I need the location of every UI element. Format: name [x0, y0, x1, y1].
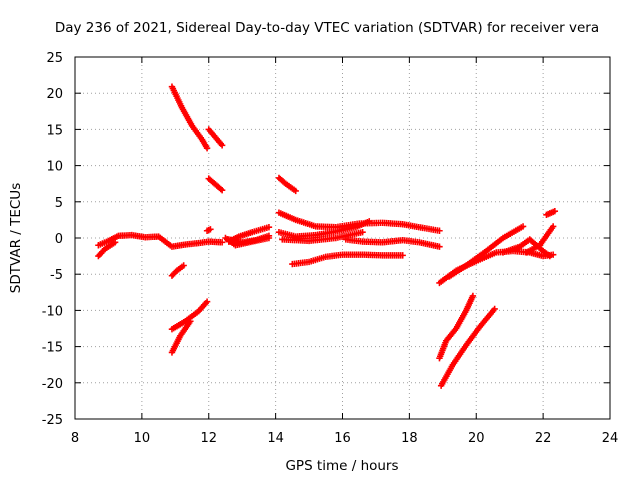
y-axis-label: SDTVAR / TECUs: [8, 183, 24, 293]
data-point: [519, 223, 527, 230]
y-tick-label: 25: [46, 51, 63, 66]
y-axis-ticks: 25 20 15 10 5 0 -5 -10 -15 -20 -25: [42, 51, 610, 428]
data-series: [168, 83, 211, 152]
data-series: [168, 298, 211, 333]
data-series: [168, 318, 194, 356]
x-tick-label: 24: [602, 431, 619, 446]
x-axis-ticks: 8 10 12 14 16 18 20 22 24: [71, 57, 618, 446]
x-tick-label: 14: [267, 431, 284, 446]
y-tick-label: -10: [42, 304, 63, 319]
y-tick-label: -25: [42, 413, 63, 428]
data-point: [218, 142, 226, 149]
data-point: [359, 229, 366, 236]
x-tick-label: 20: [468, 431, 485, 446]
data-series: [543, 208, 559, 219]
y-tick-label: -5: [50, 268, 63, 283]
data-series: [289, 251, 406, 268]
y-tick-label: -20: [42, 377, 63, 392]
data-point: [399, 252, 406, 259]
data-point: [265, 234, 273, 242]
data-series: [275, 209, 443, 234]
data-point: [549, 223, 557, 230]
x-tick-label: 18: [401, 431, 418, 446]
y-tick-label: -15: [42, 341, 63, 356]
data-series: [342, 236, 443, 250]
data-series: [95, 231, 226, 250]
data-point: [551, 208, 559, 215]
x-axis-label: GPS time / hours: [285, 458, 398, 474]
data-point: [187, 318, 194, 325]
data-point: [180, 262, 187, 269]
data-series: [436, 292, 477, 362]
y-tick-label: 5: [55, 196, 63, 211]
data-series: [222, 234, 273, 249]
x-tick-label: 12: [200, 431, 217, 446]
y-tick-label: 20: [46, 87, 63, 102]
data-point: [292, 187, 299, 195]
data-series: [275, 218, 373, 240]
data-point: [491, 305, 498, 313]
data-series: [437, 305, 498, 389]
data-series: [436, 247, 557, 287]
data-point: [469, 292, 477, 300]
data-point: [265, 223, 273, 231]
data-point: [546, 252, 554, 260]
data-series: [203, 226, 214, 234]
data-point: [366, 218, 373, 225]
chart-title: Day 236 of 2021, Sidereal Day-to-day VTE…: [55, 20, 599, 36]
data-series: [275, 174, 299, 195]
data-point: [436, 227, 443, 234]
data-series: [205, 175, 226, 194]
x-tick-label: 8: [71, 431, 79, 446]
x-tick-label: 16: [334, 431, 351, 446]
y-tick-label: 15: [46, 123, 63, 138]
data-point: [207, 226, 214, 233]
data-series: [523, 223, 557, 256]
data-series: [205, 126, 226, 149]
data-point: [436, 243, 443, 250]
data-series: [95, 239, 119, 260]
y-tick-label: 10: [46, 160, 63, 175]
data-points: [95, 83, 559, 389]
x-tick-label: 22: [535, 431, 552, 446]
data-series: [446, 223, 527, 280]
data-point: [218, 187, 226, 194]
data-series: [168, 262, 187, 279]
data-point: [203, 298, 211, 305]
data-point: [203, 145, 211, 152]
data-point: [218, 239, 226, 246]
y-tick-label: 0: [55, 232, 63, 247]
data-point: [111, 239, 119, 246]
x-tick-label: 10: [134, 431, 151, 446]
